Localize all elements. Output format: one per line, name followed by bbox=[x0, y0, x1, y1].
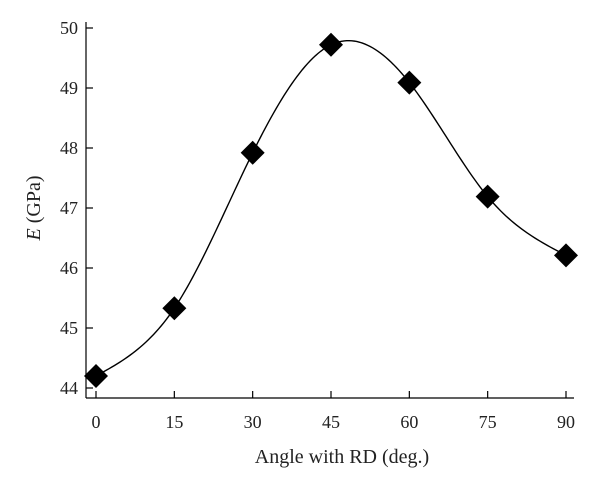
data-point-marker bbox=[475, 184, 500, 209]
y-axis-label-unit: (GPa) bbox=[23, 176, 45, 229]
y-axis-ticks: 44 45 46 47 48 49 50 bbox=[60, 18, 93, 398]
y-tick-label: 45 bbox=[60, 318, 78, 338]
y-axis-label-symbol: E bbox=[23, 228, 45, 241]
x-axis-label: Angle with RD (deg.) bbox=[255, 446, 429, 468]
y-tick-label: 46 bbox=[60, 258, 78, 278]
series-line bbox=[95, 39, 567, 377]
series-markers bbox=[84, 32, 578, 388]
data-point-marker bbox=[240, 140, 265, 165]
x-tick-label: 75 bbox=[479, 412, 497, 432]
y-tick-label: 49 bbox=[60, 78, 78, 98]
y-tick-label: 50 bbox=[60, 18, 78, 38]
y-tick-label: 47 bbox=[60, 198, 78, 218]
x-tick-label: 60 bbox=[400, 412, 418, 432]
data-point-marker bbox=[397, 70, 422, 95]
data-point-marker bbox=[319, 32, 343, 57]
y-axis-label: E (GPa) bbox=[23, 176, 45, 242]
data-point-marker bbox=[162, 296, 187, 321]
plot-area: 44 45 46 47 48 49 50 0 15 30 45 60 75 90 bbox=[60, 18, 578, 432]
x-tick-label: 0 bbox=[92, 412, 101, 432]
y-tick-label: 44 bbox=[60, 378, 78, 398]
y-tick-label: 48 bbox=[60, 138, 78, 158]
x-tick-label: 90 bbox=[557, 412, 575, 432]
data-point-marker bbox=[84, 364, 108, 388]
x-axis-ticks: 0 15 30 45 60 75 90 bbox=[92, 391, 575, 432]
data-point-marker bbox=[554, 243, 578, 268]
x-tick-label: 30 bbox=[244, 412, 262, 432]
x-tick-label: 15 bbox=[165, 412, 183, 432]
x-tick-label: 45 bbox=[322, 412, 340, 432]
